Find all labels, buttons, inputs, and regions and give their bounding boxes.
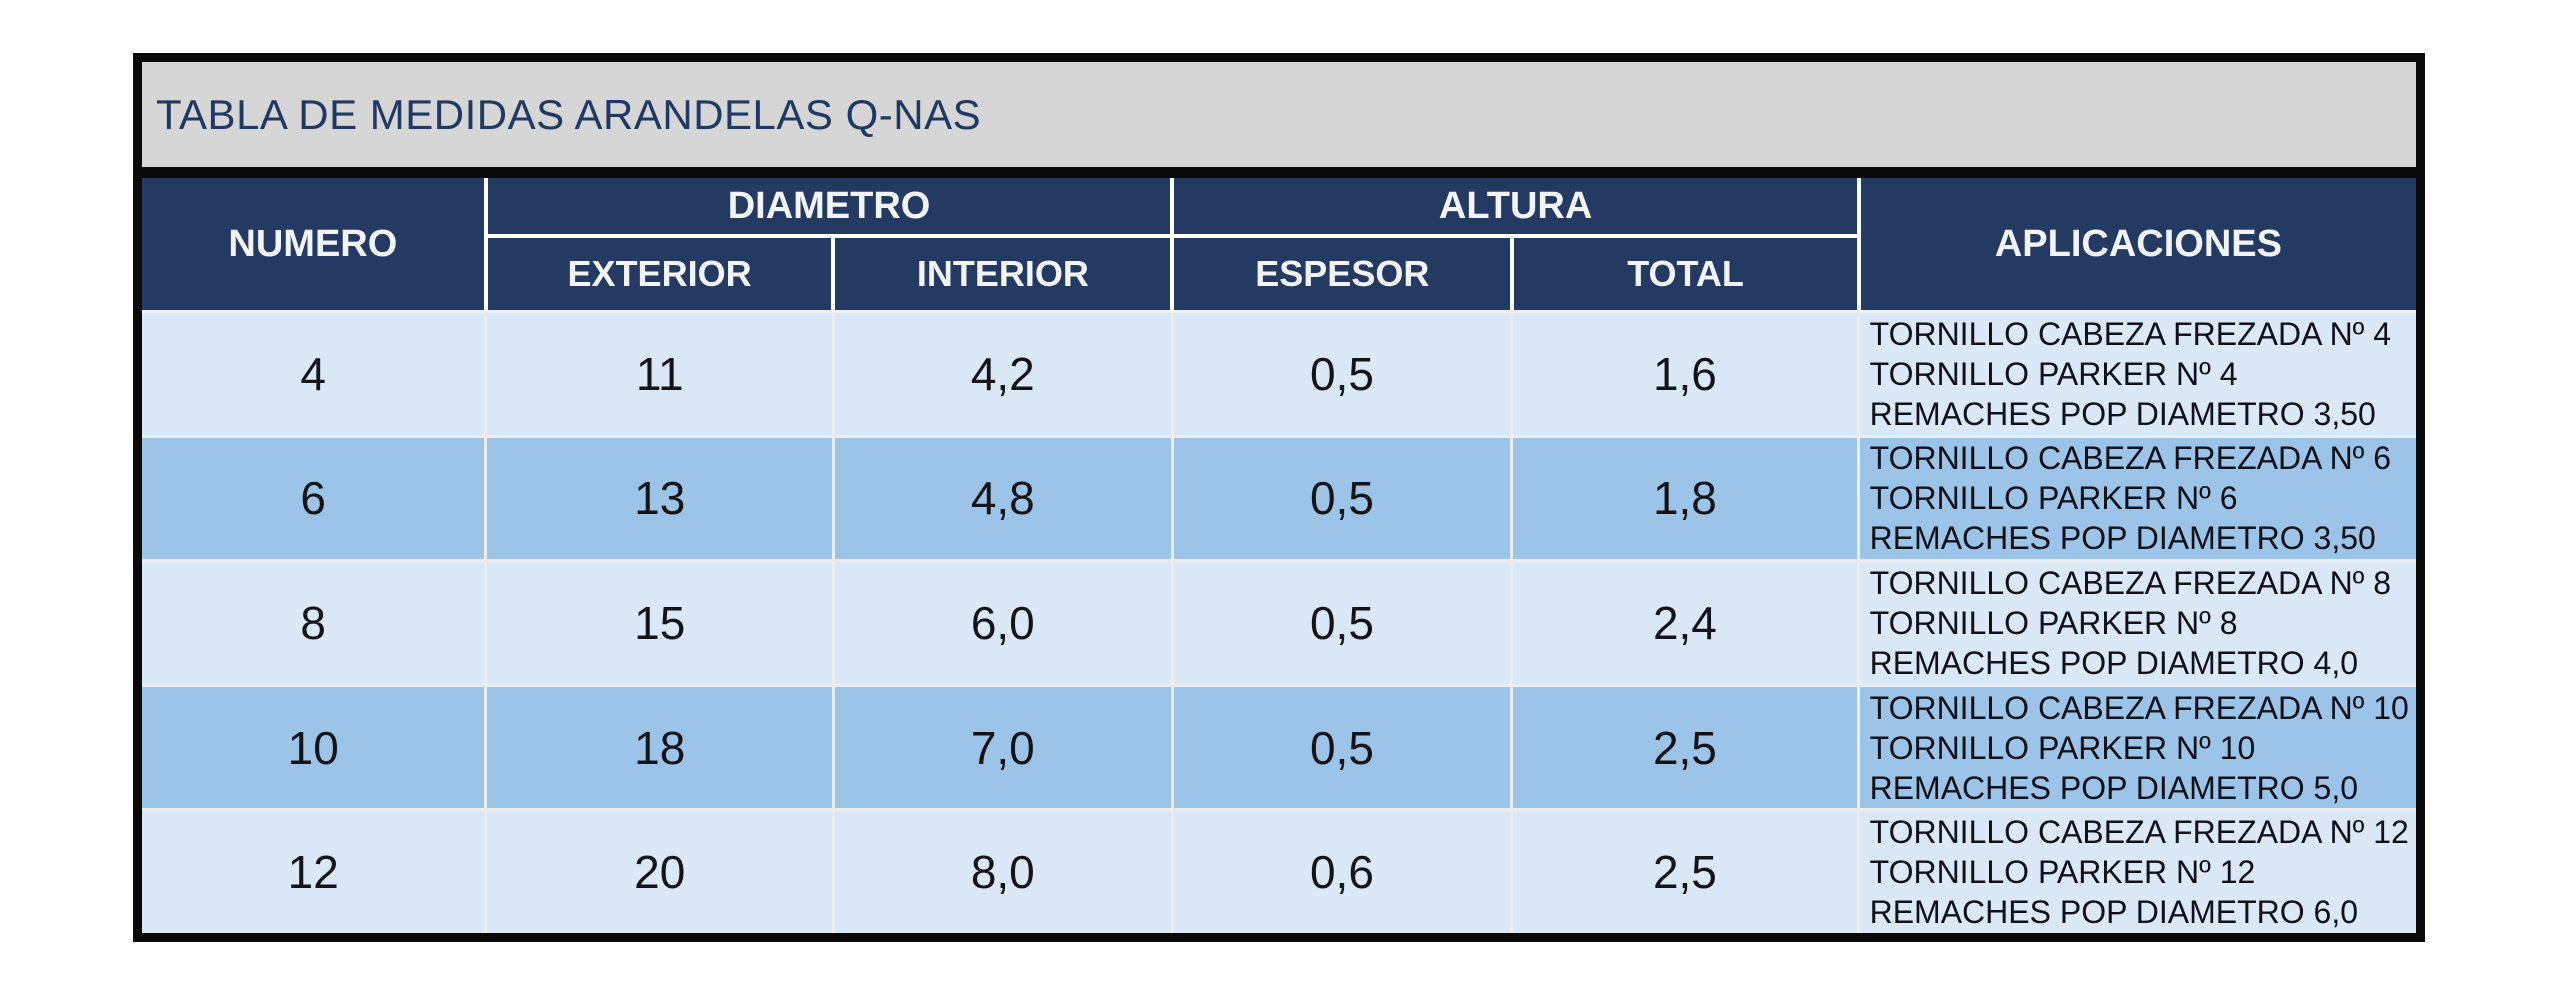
header-altura: ALTURA [1174, 178, 1857, 234]
header-diametro: DIAMETRO [487, 178, 1171, 234]
application-line: TORNILLO CABEZA FREZADA Nº 12 [1869, 814, 2409, 851]
application-line: TORNILLO CABEZA FREZADA Nº 8 [1869, 564, 2392, 601]
cell-numero: 10 [142, 686, 485, 809]
application-line: TORNILLO CABEZA FREZADA Nº 10 [1869, 689, 2409, 726]
header-total: TOTAL [1514, 238, 1857, 310]
cell-total: 2,5 [1513, 686, 1857, 809]
title-divider [142, 167, 2416, 178]
header-numero: NUMERO [142, 178, 484, 310]
application-line: TORNILLO PARKER Nº 12 [1869, 854, 2256, 891]
cell-interior: 4,8 [834, 437, 1171, 560]
cell-numero: 6 [142, 437, 485, 560]
cell-exterior: 20 [487, 811, 832, 933]
cell-interior: 7,0 [834, 686, 1171, 809]
cell-espesor: 0,6 [1173, 811, 1511, 933]
application-line: TORNILLO PARKER Nº 6 [1869, 480, 2238, 517]
cell-interior: 6,0 [834, 562, 1171, 684]
cell-espesor: 0,5 [1173, 437, 1511, 560]
application-line: REMACHES POP DIAMETRO 3,50 [1869, 395, 2376, 432]
cell-aplicaciones: TORNILLO CABEZA FREZADA Nº 12 TORNILLO P… [1859, 811, 2416, 933]
cell-interior: 4,2 [834, 313, 1171, 435]
cell-aplicaciones: TORNILLO CABEZA FREZADA Nº 6 TORNILLO PA… [1859, 437, 2416, 560]
cell-exterior: 11 [487, 313, 832, 435]
cell-numero: 12 [142, 811, 485, 933]
application-line: TORNILLO PARKER Nº 8 [1869, 604, 2238, 641]
application-line: TORNILLO PARKER Nº 10 [1869, 729, 2256, 766]
application-line: TORNILLO CABEZA FREZADA Nº 6 [1869, 440, 2392, 477]
header-interior: INTERIOR [835, 238, 1171, 310]
cell-espesor: 0,5 [1173, 686, 1511, 809]
cell-aplicaciones: TORNILLO CABEZA FREZADA Nº 8 TORNILLO PA… [1859, 562, 2416, 684]
header-espesor: ESPESOR [1174, 238, 1511, 310]
header-exterior: EXTERIOR [487, 238, 832, 310]
application-line: REMACHES POP DIAMETRO 4,0 [1869, 644, 2358, 681]
header-aplicaciones: APLICACIONES [1860, 178, 2416, 310]
application-line: REMACHES POP DIAMETRO 5,0 [1869, 769, 2358, 806]
cell-espesor: 0,5 [1173, 313, 1511, 435]
table-title-bar: TABLA DE MEDIDAS ARANDELAS Q-NAS [142, 62, 2416, 167]
cell-exterior: 13 [487, 437, 832, 560]
application-line: TORNILLO PARKER Nº 4 [1869, 355, 2238, 392]
cell-exterior: 18 [487, 686, 832, 809]
table-title: TABLA DE MEDIDAS ARANDELAS Q-NAS [156, 90, 982, 138]
cell-aplicaciones: TORNILLO CABEZA FREZADA Nº 4 TORNILLO PA… [1859, 313, 2416, 435]
cell-exterior: 15 [487, 562, 832, 684]
cell-aplicaciones: TORNILLO CABEZA FREZADA Nº 10 TORNILLO P… [1859, 686, 2416, 809]
measurements-table: TABLA DE MEDIDAS ARANDELAS Q-NAS NUMERO … [133, 53, 2425, 942]
cell-numero: 8 [142, 562, 485, 684]
cell-total: 1,8 [1513, 437, 1857, 560]
table-header: NUMERO DIAMETRO ALTURA APLICACIONES EXTE… [142, 178, 2416, 310]
table-body: 4 11 4,2 0,5 1,6 TORNILLO CABEZA FREZADA… [142, 310, 2416, 933]
application-line: TORNILLO CABEZA FREZADA Nº 4 [1869, 315, 2392, 352]
application-line: REMACHES POP DIAMETRO 6,0 [1869, 894, 2358, 931]
cell-interior: 8,0 [834, 811, 1171, 933]
cell-numero: 4 [142, 313, 485, 435]
cell-total: 1,6 [1513, 313, 1857, 435]
cell-total: 2,4 [1513, 562, 1857, 684]
application-line: REMACHES POP DIAMETRO 3,50 [1869, 520, 2376, 557]
cell-total: 2,5 [1513, 811, 1857, 933]
cell-espesor: 0,5 [1173, 562, 1511, 684]
